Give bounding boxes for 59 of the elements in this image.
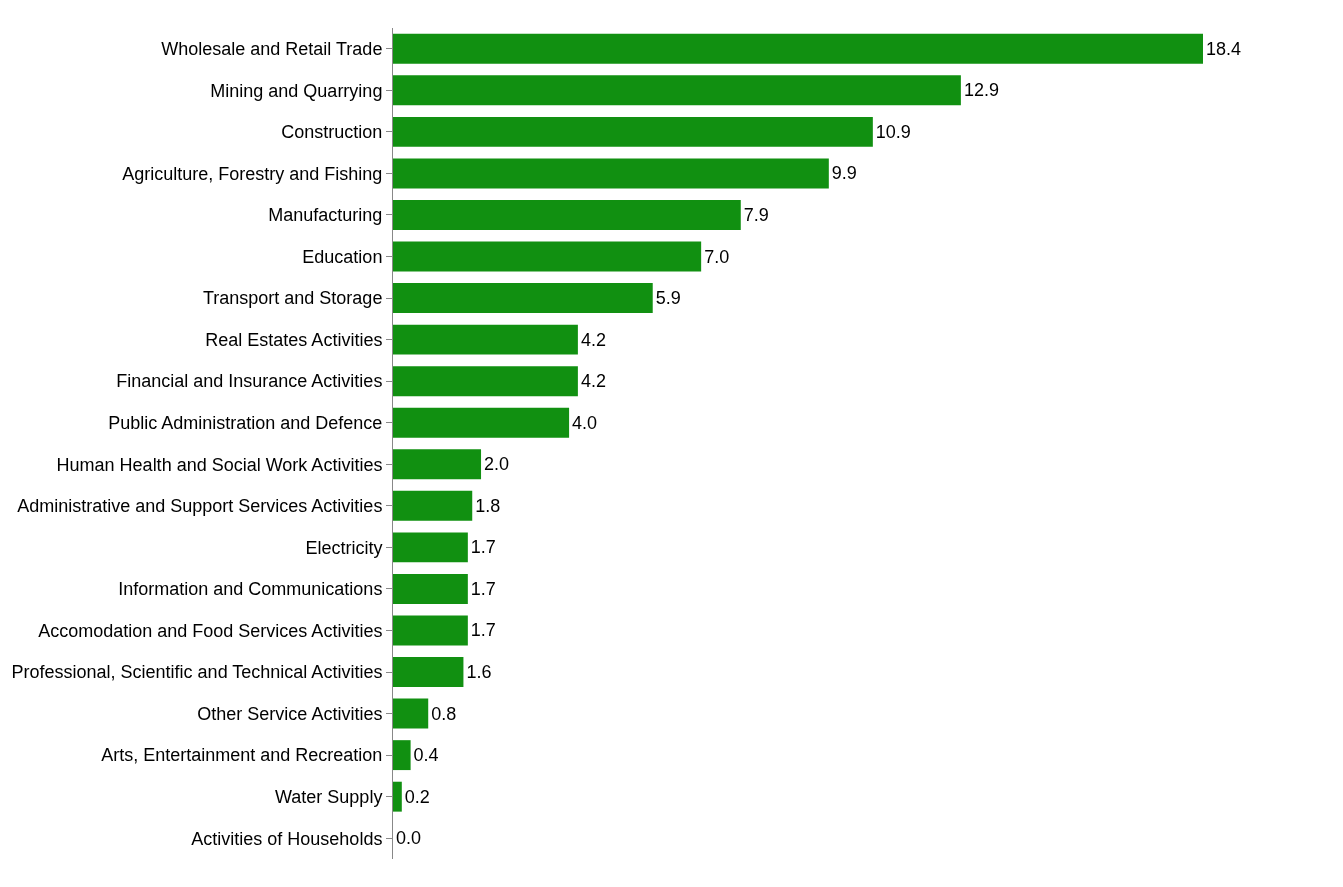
data-label: 5.9 <box>655 288 681 309</box>
y-tick-label: Water Supply <box>275 786 383 807</box>
data-label: 12.9 <box>963 80 999 101</box>
bar <box>393 615 468 646</box>
bar <box>393 366 578 397</box>
bar <box>393 241 702 272</box>
y-tick-label: Human Health and Social Work Activities <box>56 454 383 475</box>
data-label: 7.9 <box>743 204 769 225</box>
bar <box>393 407 570 438</box>
y-tick-label: Transport and Storage <box>202 288 383 309</box>
bar <box>393 324 578 355</box>
bar <box>393 490 473 521</box>
data-label: 0.8 <box>431 703 457 724</box>
bar <box>393 33 1203 64</box>
y-tick-label: Administrative and Support Services Activities <box>17 496 383 517</box>
y-tick-label: Arts, Entertainment and Recreation <box>101 745 383 766</box>
data-label: 1.7 <box>470 578 496 599</box>
bar <box>393 698 429 729</box>
bar <box>393 657 464 687</box>
y-tick-label: Mining and Quarrying <box>210 80 383 101</box>
bar <box>393 781 402 812</box>
bar <box>393 449 482 480</box>
y-tick-label: Wholesale and Retail Trade <box>161 39 383 60</box>
data-label: 10.9 <box>875 121 911 142</box>
y-tick-label: Construction <box>281 122 383 143</box>
data-label: 18.4 <box>1206 38 1242 59</box>
bar <box>393 200 741 230</box>
y-tick-label: Manufacturing <box>268 205 383 226</box>
y-tick-label: Education <box>302 246 383 267</box>
y-tick-label: Accomodation and Food Services Activities <box>38 620 383 641</box>
data-label: 0.4 <box>413 745 439 766</box>
data-label: 4.2 <box>580 329 606 350</box>
data-label: 9.9 <box>831 163 857 184</box>
data-label: 4.0 <box>572 412 598 433</box>
y-tick-label: Activities of Households <box>191 828 383 849</box>
bar <box>393 116 873 147</box>
data-label: 7.0 <box>704 246 730 267</box>
y-tick-label: Real Estates Activities <box>205 329 383 350</box>
y-tick-label: Financial and Insurance Activities <box>116 371 383 392</box>
y-tick-label: Professional, Scientific and Technical Activities <box>11 662 383 683</box>
bar <box>393 283 653 314</box>
y-tick-label: Other Service Activities <box>197 703 383 724</box>
y-tick-label: Public Administration and Defence <box>108 413 383 434</box>
y-tick-label: Agriculture, Forestry and Fishing <box>122 163 383 184</box>
y-tick-label: Information and Communications <box>118 579 383 600</box>
bar <box>393 740 411 771</box>
data-label: 1.8 <box>475 495 501 516</box>
data-label: 4.2 <box>580 371 606 392</box>
y-tick-label: Electricity <box>305 537 383 558</box>
data-label: 1.7 <box>470 620 496 641</box>
data-label: 2.0 <box>484 454 510 475</box>
data-label: 0.0 <box>396 828 422 849</box>
bar <box>393 158 829 189</box>
bar <box>393 75 961 106</box>
bar <box>393 573 468 604</box>
bar <box>393 532 468 563</box>
data-label: 0.2 <box>404 786 430 807</box>
data-label: 1.6 <box>466 662 492 683</box>
data-label: 1.7 <box>470 537 496 558</box>
